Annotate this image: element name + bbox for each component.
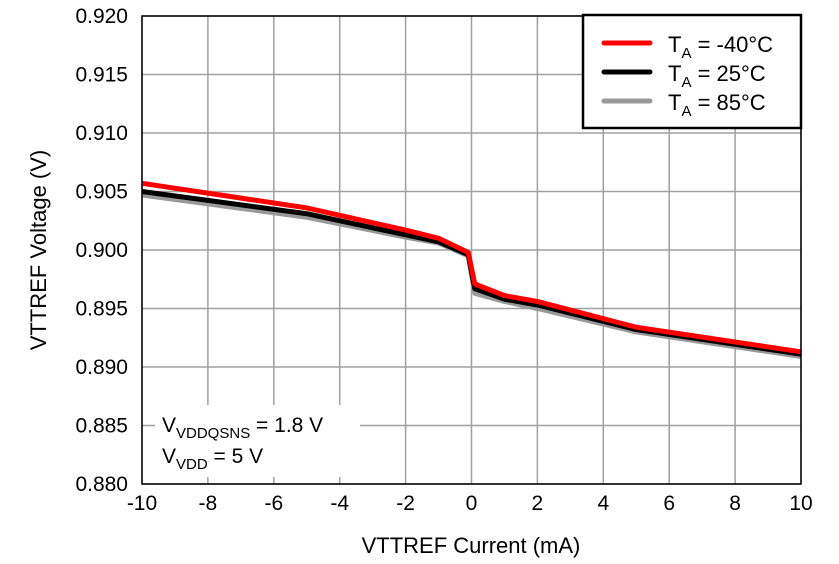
y-tick-label: 0.910 (75, 122, 128, 145)
x-tick-label: 4 (597, 492, 609, 515)
series-line (141, 180, 802, 355)
x-tick-label: -2 (396, 492, 415, 515)
x-tick-label: -6 (264, 492, 283, 515)
y-tick-label: 0.905 (75, 181, 128, 204)
legend-label: TA = -40°C (668, 32, 773, 62)
y-axis-label: VTTREF Voltage (V) (26, 150, 51, 351)
y-tick-label: 0.895 (75, 298, 128, 321)
annotation-text: VVDD = 5 V (162, 445, 263, 473)
legend: TA = -40°CTA = 25°CTA = 85°C (581, 13, 803, 130)
y-tick-label: 0.920 (75, 5, 128, 28)
annotation-text: VVDDQSNS = 1.8 V (162, 414, 323, 442)
series-lines (141, 180, 802, 359)
y-tick-label: 0.885 (75, 415, 128, 438)
x-tick-label: -8 (199, 492, 218, 515)
x-tick-label: 0 (466, 492, 478, 515)
x-tick-label: -10 (127, 492, 157, 515)
x-axis-label: VTTREF Current (mA) (362, 533, 581, 558)
y-tick-label: 0.900 (75, 239, 128, 262)
y-tick-label: 0.880 (75, 473, 128, 496)
annotation-background (155, 405, 360, 477)
y-tick-label: 0.890 (75, 356, 128, 379)
x-tick-label: 6 (663, 492, 675, 515)
plot-frame (141, 15, 802, 485)
x-tick-label: 10 (789, 492, 812, 515)
x-tick-label: 8 (729, 492, 741, 515)
legend-label: TA = 25°C (668, 61, 766, 91)
tick-labels: -10 -8 -6 -4 -2 0 2 4 6 8 10 0.880 0.885 0.890 0.895 0.… (75, 5, 812, 515)
x-tick-label: -4 (330, 492, 349, 515)
legend-label: TA = 85°C (668, 90, 766, 120)
y-tick-label: 0.915 (75, 64, 128, 87)
x-tick-label: 2 (532, 492, 544, 515)
annotations: VVDDQSNS = 1.8 V VVDD = 5 V (155, 405, 360, 477)
